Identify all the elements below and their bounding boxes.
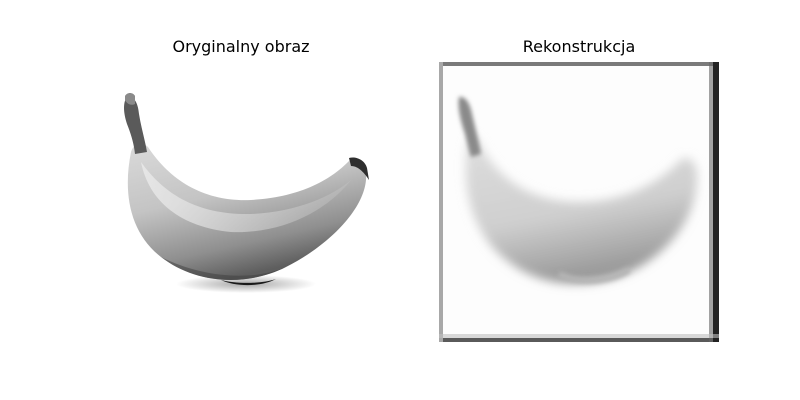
frame-bottom-edge [439,338,719,342]
reconstruction-panel [439,62,719,342]
reconstruction-title: Rekonstrukcja [522,37,636,56]
original-image-panel [101,62,381,342]
banana-stem [124,96,147,154]
frame-right-edge [713,62,719,342]
reconstructed-banana-image [439,62,719,342]
banana-body [127,143,367,280]
frame-left-edge [439,62,443,342]
frame-top-edge [439,62,719,66]
original-image-title: Oryginalny obraz [172,37,310,56]
original-banana-image [124,93,369,293]
